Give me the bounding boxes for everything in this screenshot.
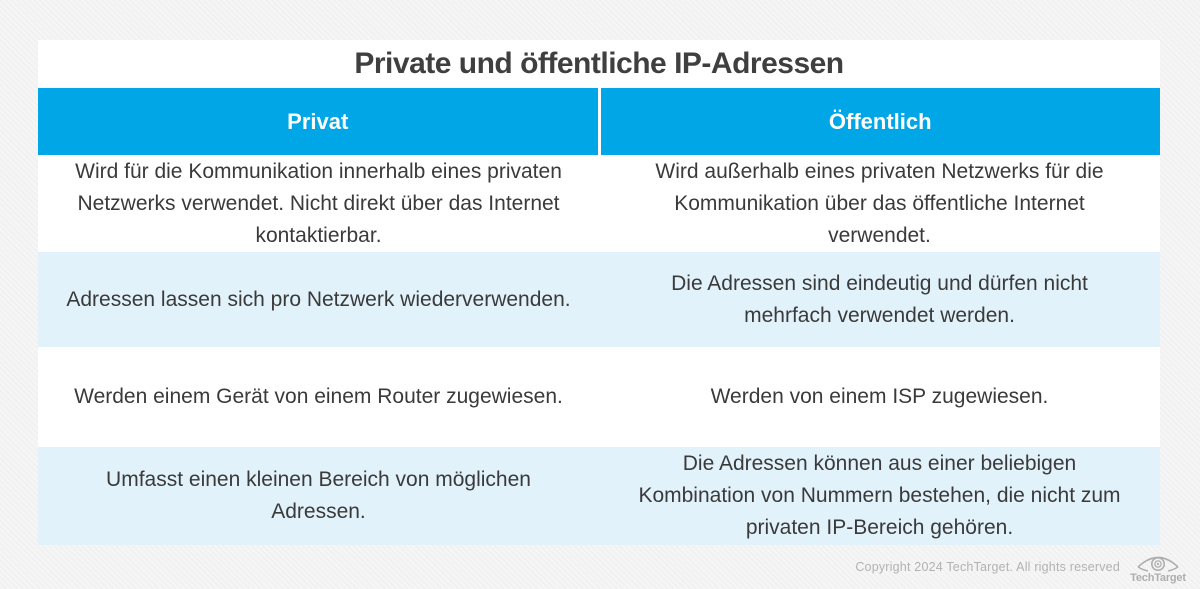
title-bar: Private und öffentliche IP-Adressen (38, 40, 1160, 88)
techtarget-logo-text: TechTarget (1130, 572, 1186, 584)
column-header-oeffentlich: Öffentlich (600, 88, 1160, 155)
cell-privat-1: Wird für die Kommunikation innerhalb ein… (75, 159, 562, 247)
table-row: Adressen lassen sich pro Netzwerk wieder… (38, 252, 1160, 347)
cell-privat-3: Werden einem Gerät von einem Router zuge… (74, 385, 563, 408)
table-row: Werden einem Gerät von einem Router zuge… (38, 347, 1160, 447)
copyright-text: Copyright 2024 TechTarget. All rights re… (855, 560, 1120, 574)
column-header-privat: Privat (38, 88, 598, 155)
cell-oeffentlich-3: Werden von einem ISP zugewiesen. (710, 385, 1049, 408)
techtarget-logo: TechTarget (1128, 552, 1188, 584)
cell-privat-2: Adressen lassen sich pro Netzwerk wieder… (66, 287, 571, 311)
techtarget-eye-target-icon (1137, 556, 1179, 572)
cell-privat-4: Umfasst einen kleinen Bereich von möglic… (106, 468, 531, 523)
cell-oeffentlich-2: Die Adressen sind eindeutig und dürfen n… (671, 271, 1088, 327)
footer: Copyright 2024 TechTarget. All rights re… (0, 548, 1200, 589)
comparison-table-card: Private und öffentliche IP-Adressen Priv… (38, 40, 1160, 545)
cell-oeffentlich-4: Die Adressen können aus einer beliebigen… (638, 452, 1121, 539)
table-row: Umfasst einen kleinen Bereich von möglic… (38, 447, 1160, 545)
table-row: Wird für die Kommunikation innerhalb ein… (38, 155, 1160, 252)
table-header-row: Privat Öffentlich (38, 88, 1160, 155)
page-title: Private und öffentliche IP-Adressen (354, 47, 844, 80)
cell-oeffentlich-1: Wird außerhalb eines privaten Netzwerks … (655, 159, 1104, 247)
